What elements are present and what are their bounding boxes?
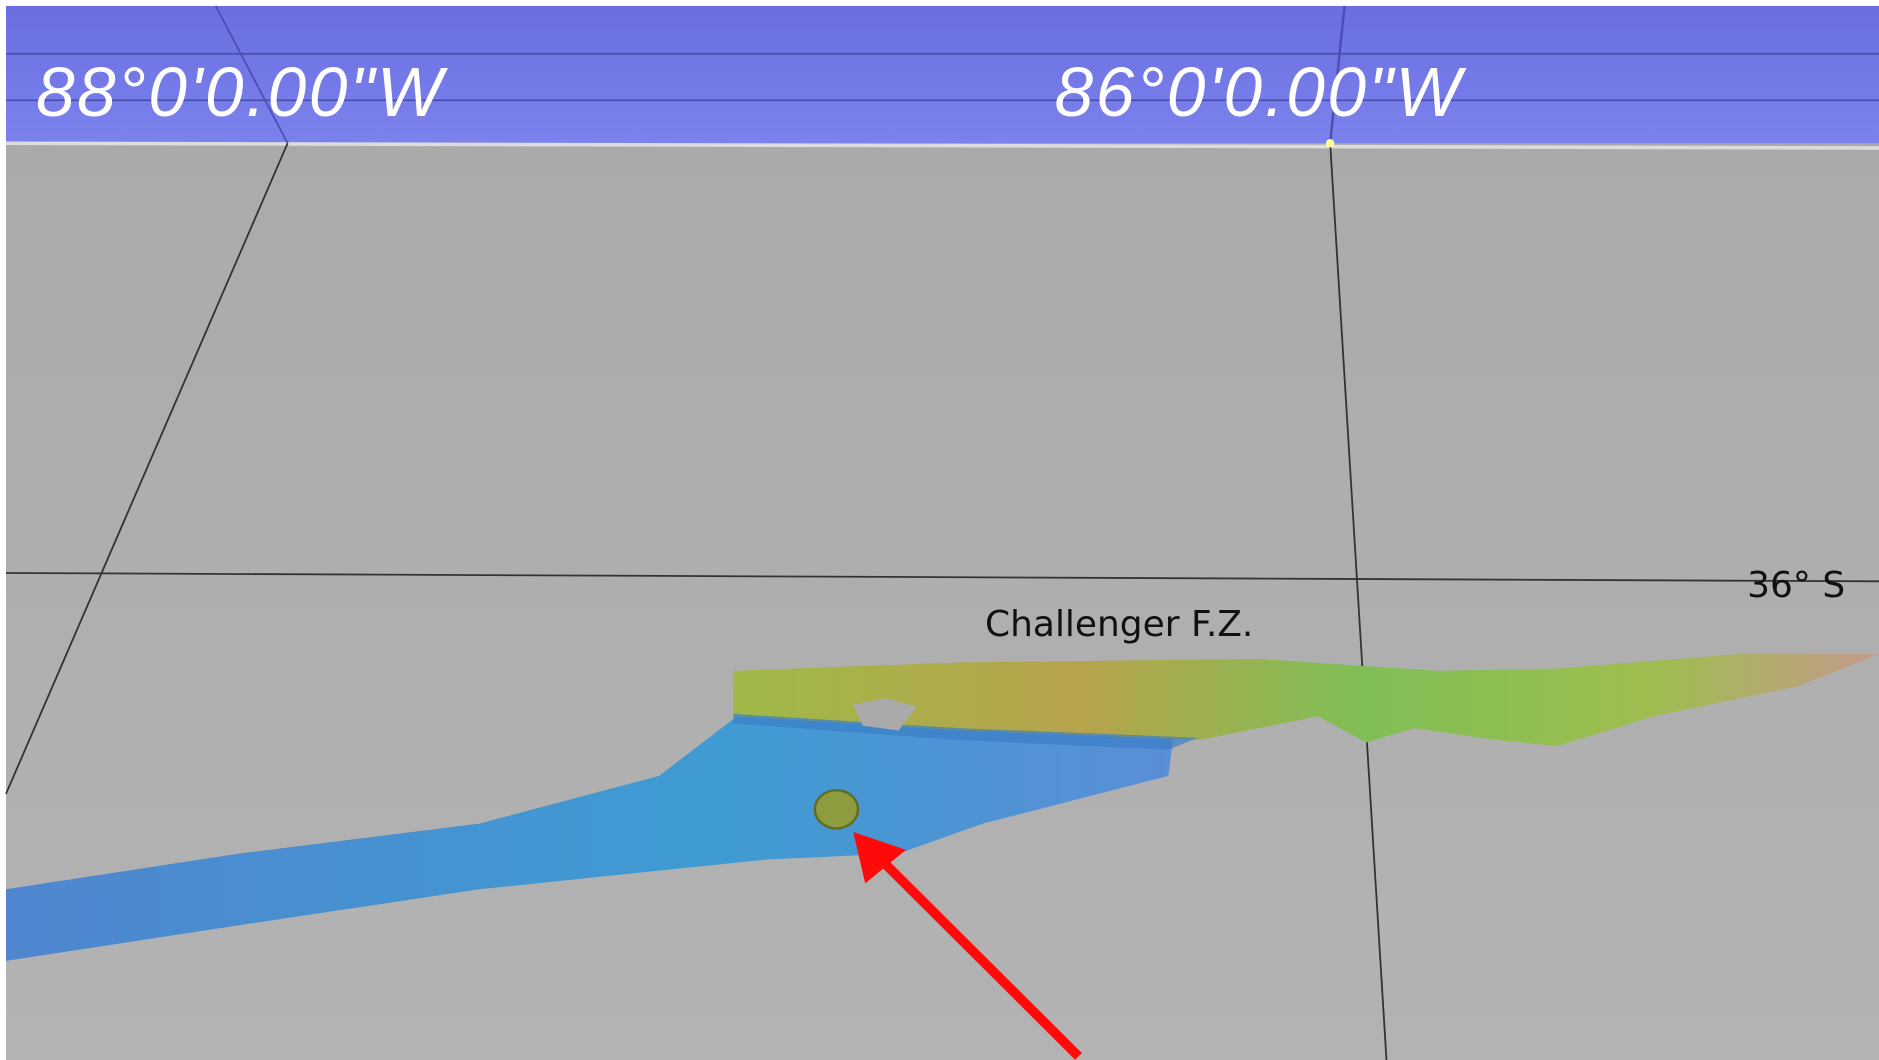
grid-line xyxy=(1328,5,1346,144)
horizon-band xyxy=(5,5,1879,144)
grid-line xyxy=(1329,143,1388,1060)
grid-node xyxy=(1325,139,1335,148)
arrow-head xyxy=(853,832,906,884)
longitude-label: 86°0'0.00"W xyxy=(1055,53,1467,131)
latitude-label: 36° S xyxy=(1747,565,1845,606)
bathymetry-ridge xyxy=(733,654,1879,747)
grid-line xyxy=(214,5,289,144)
bathymetry-trough xyxy=(5,716,1175,961)
horizon-line xyxy=(5,141,1879,150)
grid-line xyxy=(5,142,289,795)
data-gap xyxy=(853,698,917,731)
feature-label: Challenger F.Z. xyxy=(985,604,1253,645)
longitude-label: 88°0'0.00"W xyxy=(36,53,448,131)
grid-line xyxy=(5,572,1879,583)
seamount xyxy=(813,789,860,830)
ridge-scarp xyxy=(733,713,1199,750)
pointer-arrow xyxy=(869,847,1082,1060)
